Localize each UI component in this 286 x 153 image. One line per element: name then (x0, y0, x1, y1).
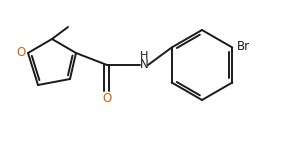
Text: H: H (140, 51, 148, 61)
Text: Br: Br (237, 40, 251, 53)
Text: N: N (140, 58, 148, 71)
Text: O: O (102, 93, 112, 106)
Text: O: O (16, 45, 26, 58)
